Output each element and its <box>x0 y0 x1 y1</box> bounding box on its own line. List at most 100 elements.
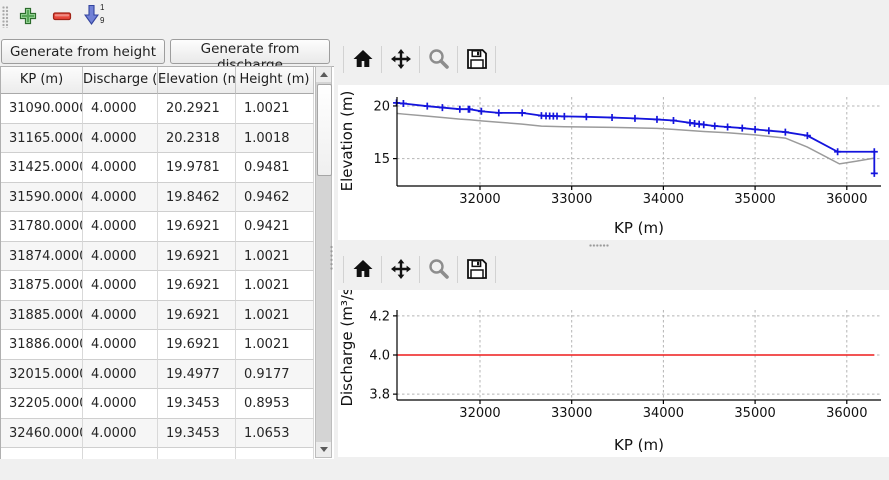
scrollbar-thumb[interactable] <box>317 84 332 176</box>
table-cell[interactable]: 19.3453 <box>158 418 236 448</box>
table-cell[interactable]: 4.0000 <box>83 418 158 448</box>
magnifier-icon <box>428 258 450 280</box>
table-cell[interactable]: 4.0000 <box>83 153 158 183</box>
table-cell[interactable]: 4.0000 <box>83 212 158 242</box>
scroll-up-button[interactable] <box>316 67 331 82</box>
table-cell[interactable]: 19.3453 <box>158 389 236 419</box>
svg-text:Discharge (m³/s): Discharge (m³/s) <box>338 290 356 407</box>
home-button[interactable] <box>348 254 378 284</box>
svg-text:KP (m): KP (m) <box>614 436 664 454</box>
table-cell[interactable]: 4.0000 <box>83 182 158 212</box>
table-cell[interactable]: 19.8462 <box>158 182 236 212</box>
remove-row-button[interactable] <box>48 3 76 29</box>
save-button[interactable] <box>462 254 492 284</box>
table-cell[interactable]: 19.6921 <box>158 212 236 242</box>
svg-text:33000: 33000 <box>551 192 592 207</box>
column-header-kp[interactable]: KP (m) <box>1 67 83 94</box>
elevation-chart-canvas[interactable]: 32000 33000 34000 35000 36000 15 20 KP (m) Eleva… <box>338 85 889 240</box>
table-cell[interactable]: 0.8953 <box>236 389 314 419</box>
home-button[interactable] <box>348 44 378 74</box>
table-cell[interactable]: 31885.0000 <box>1 300 83 330</box>
table-cell[interactable]: 31165.0000 <box>1 123 83 153</box>
table-cell[interactable]: 1.0021 <box>236 330 314 360</box>
discharge-figure: 32000 33000 34000 35000 36000 3.8 4.0 4.2 KP (m)… <box>338 290 889 457</box>
table-cell[interactable]: 32205.0000 <box>1 389 83 419</box>
table-cell[interactable]: 4.0000 <box>83 94 158 124</box>
pan-icon <box>390 48 412 70</box>
table-row[interactable]: 31780.0000 4.0000 19.6921 0.9421 <box>1 212 334 242</box>
table-row[interactable]: 32460.0000 4.0000 19.3453 1.0653 <box>1 418 334 448</box>
table-cell[interactable]: 1.0021 <box>236 300 314 330</box>
table-cell[interactable]: 4.0000 <box>83 359 158 389</box>
horizontal-splitter-handle[interactable] <box>589 244 609 248</box>
svg-text:4.2: 4.2 <box>369 309 390 324</box>
table-cell[interactable]: 1.0653 <box>236 418 314 448</box>
table-cell[interactable]: 31875.0000 <box>1 271 83 301</box>
table-cell[interactable]: 4.0000 <box>83 123 158 153</box>
table-cell[interactable]: 0.9421 <box>236 212 314 242</box>
column-header-discharge[interactable]: Discharge (m³/s) <box>83 67 158 94</box>
table-cell[interactable]: 31886.0000 <box>1 330 83 360</box>
table-cell[interactable]: 20.2921 <box>158 94 236 124</box>
zoom-button[interactable] <box>424 254 454 284</box>
table-row[interactable]: 31886.0000 4.0000 19.6921 1.0021 <box>1 330 334 360</box>
table-cell[interactable]: 19.9781 <box>158 153 236 183</box>
table-cell[interactable]: 19.6921 <box>158 271 236 301</box>
sort-rows-button[interactable]: 1 9 <box>82 2 110 28</box>
table-cell[interactable]: 31590.0000 <box>1 182 83 212</box>
table-cell[interactable]: 31090.0000 <box>1 94 83 124</box>
svg-text:36000: 36000 <box>826 406 867 421</box>
table-cell <box>83 448 158 459</box>
table-cell[interactable]: 31425.0000 <box>1 153 83 183</box>
table-cell[interactable]: 0.9462 <box>236 182 314 212</box>
vertical-splitter-handle[interactable] <box>330 245 334 271</box>
scroll-down-button[interactable] <box>316 442 331 457</box>
table-row[interactable]: 32205.0000 4.0000 19.3453 0.8953 <box>1 389 334 419</box>
table-row[interactable]: 31165.0000 4.0000 20.2318 1.0018 <box>1 123 334 153</box>
table-cell[interactable]: 1.0021 <box>236 94 314 124</box>
table-row[interactable]: 31875.0000 4.0000 19.6921 1.0021 <box>1 271 334 301</box>
toolbar-grip[interactable] <box>2 6 9 28</box>
pan-button[interactable] <box>386 254 416 284</box>
table-cell[interactable]: 32460.0000 <box>1 418 83 448</box>
column-header-elevation[interactable]: Elevation (m) <box>158 67 236 94</box>
table-cell[interactable]: 1.0018 <box>236 123 314 153</box>
table-cell[interactable]: 19.4977 <box>158 359 236 389</box>
generate-from-height-button[interactable]: Generate from height <box>1 39 165 64</box>
svg-text:32000: 32000 <box>459 192 500 207</box>
table-row[interactable]: 31090.0000 4.0000 20.2921 1.0021 <box>1 94 334 124</box>
table-cell[interactable]: 4.0000 <box>83 241 158 271</box>
table-cell[interactable]: 31874.0000 <box>1 241 83 271</box>
table-cell[interactable]: 1.0021 <box>236 241 314 271</box>
table-cell[interactable]: 19.6921 <box>158 241 236 271</box>
column-header-height[interactable]: Height (m) <box>236 67 314 94</box>
table-row[interactable]: 31885.0000 4.0000 19.6921 1.0021 <box>1 300 334 330</box>
pan-button[interactable] <box>386 44 416 74</box>
table-cell[interactable]: 4.0000 <box>83 389 158 419</box>
svg-text:35000: 35000 <box>734 406 775 421</box>
table-cell[interactable]: 32015.0000 <box>1 359 83 389</box>
table-cell[interactable]: 4.0000 <box>83 271 158 301</box>
zoom-button[interactable] <box>424 44 454 74</box>
table-row[interactable]: 31425.0000 4.0000 19.9781 0.9481 <box>1 153 334 183</box>
table-cell[interactable]: 4.0000 <box>83 300 158 330</box>
table-cell[interactable]: 19.6921 <box>158 300 236 330</box>
svg-text:4.0: 4.0 <box>369 349 390 364</box>
table-cell[interactable]: 0.9481 <box>236 153 314 183</box>
table-row[interactable]: 32015.0000 4.0000 19.4977 0.9177 <box>1 359 334 389</box>
table-cell[interactable]: 20.2318 <box>158 123 236 153</box>
table-cell[interactable]: 4.0000 <box>83 330 158 360</box>
generate-from-discharge-button[interactable]: Generate from discharge <box>170 39 330 73</box>
home-icon <box>352 258 374 280</box>
save-icon <box>466 258 488 280</box>
save-button[interactable] <box>462 44 492 74</box>
minus-icon <box>52 7 72 25</box>
table-cell[interactable]: 1.0021 <box>236 271 314 301</box>
table-cell[interactable]: 19.6921 <box>158 330 236 360</box>
add-row-button[interactable] <box>14 3 42 29</box>
discharge-chart-canvas[interactable]: 32000 33000 34000 35000 36000 3.8 4.0 4.2 KP (m)… <box>338 290 889 457</box>
table-row[interactable]: 31874.0000 4.0000 19.6921 1.0021 <box>1 241 334 271</box>
table-cell[interactable]: 0.9177 <box>236 359 314 389</box>
table-cell[interactable]: 31780.0000 <box>1 212 83 242</box>
table-row[interactable]: 31590.0000 4.0000 19.8462 0.9462 <box>1 182 334 212</box>
